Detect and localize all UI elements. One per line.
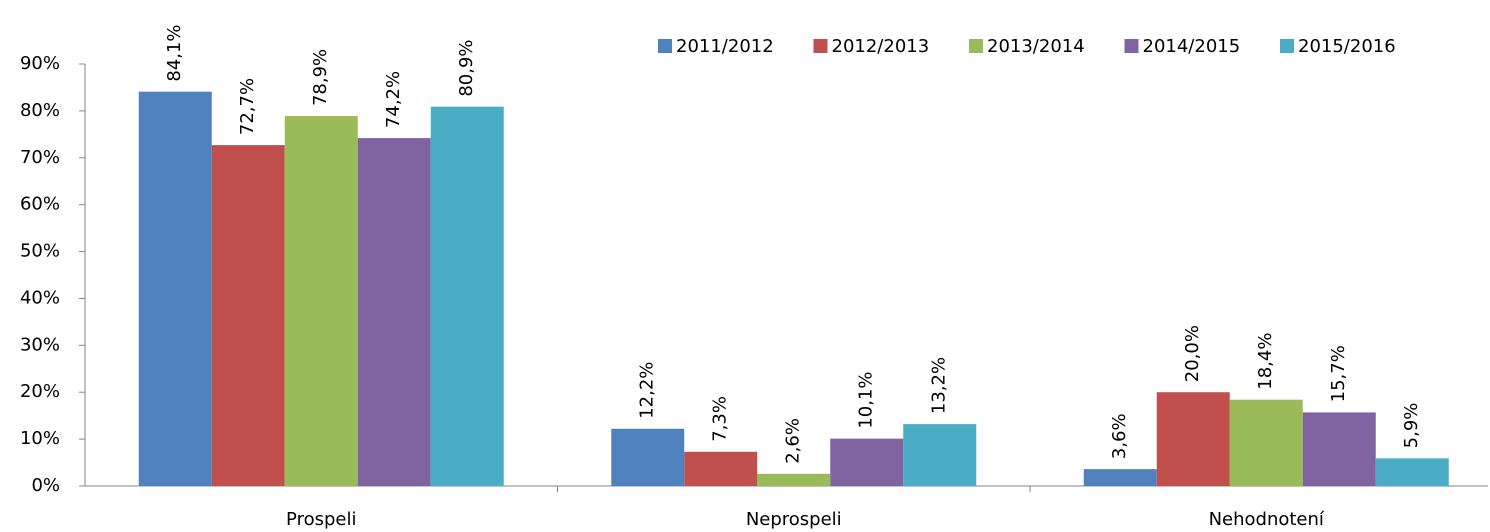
legend-label: 2012/2013 <box>832 36 930 57</box>
y-tick-label: 10% <box>20 428 60 449</box>
bar <box>1156 392 1230 486</box>
y-tick-label: 90% <box>20 53 60 74</box>
data-label: 84,1% <box>164 24 185 81</box>
data-label: 74,2% <box>383 71 404 128</box>
bar <box>138 91 212 487</box>
legend-swatch <box>1280 39 1294 53</box>
legend-label: 2014/2015 <box>1143 36 1241 57</box>
data-label: 7,3% <box>710 396 731 442</box>
y-tick-label: 80% <box>20 100 60 121</box>
y-tick-label: 60% <box>20 194 60 215</box>
bar <box>830 438 904 486</box>
x-tick-label: Prospeli <box>286 509 356 530</box>
legend-label: 2013/2014 <box>987 36 1085 57</box>
legend-swatch <box>813 39 828 53</box>
data-label: 78,9% <box>310 49 331 106</box>
bar <box>1083 469 1157 486</box>
y-tick-label: 0% <box>31 475 60 496</box>
data-label: 72,7% <box>237 78 258 135</box>
x-tick-label: Neprospeli <box>746 509 842 530</box>
legend-label: 2015/2016 <box>1298 36 1396 57</box>
bar <box>903 424 977 486</box>
data-label: 3,6% <box>1109 413 1130 459</box>
y-tick-label: 30% <box>20 334 60 355</box>
data-label: 13,2% <box>929 357 950 414</box>
data-label: 80,9% <box>456 39 477 96</box>
legend-swatch <box>1124 39 1139 53</box>
data-label: 18,4% <box>1255 333 1276 390</box>
legend-swatch <box>658 39 672 53</box>
data-label: 15,7% <box>1328 345 1349 402</box>
bar <box>1302 412 1376 486</box>
bar <box>284 116 358 487</box>
data-label: 12,2% <box>637 362 658 419</box>
legend-swatch <box>969 39 983 53</box>
y-tick-label: 20% <box>20 381 60 402</box>
y-tick-label: 70% <box>20 147 60 168</box>
data-label: 2,6% <box>783 418 804 464</box>
data-label: 10,1% <box>856 371 877 428</box>
bar <box>357 138 431 486</box>
bar <box>684 451 758 486</box>
bar <box>211 145 285 486</box>
y-tick-label: 50% <box>20 241 60 262</box>
data-label: 20,0% <box>1182 325 1203 382</box>
bar <box>1229 399 1303 486</box>
legend-label: 2011/2012 <box>676 36 774 57</box>
y-tick-label: 40% <box>20 287 60 308</box>
bar <box>1375 458 1449 486</box>
x-tick-label: Nehodnotení <box>1209 509 1325 530</box>
bar <box>430 106 504 487</box>
data-label: 5,9% <box>1401 403 1422 449</box>
bar <box>757 473 831 486</box>
bar <box>611 428 685 486</box>
